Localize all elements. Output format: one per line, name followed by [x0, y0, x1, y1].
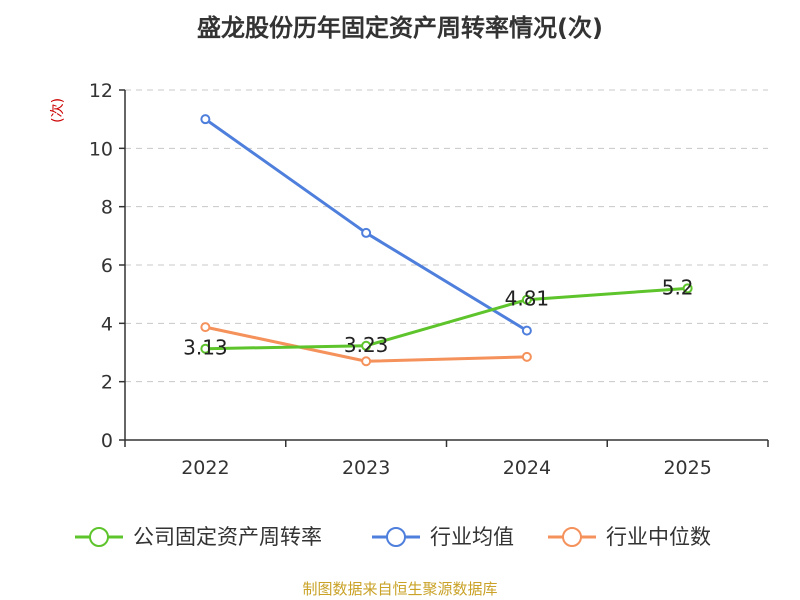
series-line [204, 117, 528, 332]
legend-marker [89, 527, 109, 547]
data-label: 4.81 [505, 287, 550, 311]
data-point [361, 340, 372, 351]
series-line [205, 286, 688, 351]
data-point [682, 283, 693, 294]
data-label: 3.23 [344, 333, 389, 357]
y-tick-label: 4 [101, 313, 113, 335]
data-label: 3.13 [183, 336, 228, 360]
y-axis-unit-label: (次) [50, 98, 66, 123]
data-point [521, 294, 532, 305]
data-point [521, 351, 532, 362]
data-point [200, 322, 211, 333]
x-tick-label: 2022 [181, 457, 229, 479]
legend-label: 行业均值 [430, 525, 514, 549]
data-point [200, 343, 211, 354]
y-tick-label: 0 [101, 430, 113, 452]
data-point [521, 325, 532, 336]
data-point [361, 227, 372, 238]
legend-label: 公司固定资产周转率 [133, 525, 322, 549]
data-point [200, 114, 211, 125]
legend-marker [386, 527, 406, 547]
y-tick-label: 12 [89, 80, 113, 102]
data-label: 5.2 [662, 275, 694, 299]
y-tick-label: 8 [101, 197, 113, 219]
legend-label: 行业中位数 [606, 525, 711, 549]
x-tick-label: 2023 [342, 457, 390, 479]
y-tick-label: 2 [101, 372, 113, 394]
y-tick-label: 10 [89, 138, 113, 160]
y-tick-label: 6 [101, 255, 113, 277]
x-tick-label: 2024 [503, 457, 551, 479]
data-point [361, 356, 372, 367]
legend-marker [562, 527, 582, 547]
x-tick-label: 2025 [663, 457, 711, 479]
chart-title: 盛龙股份历年固定资产周转率情况(次) [197, 14, 603, 42]
source-note: 制图数据来自恒生聚源数据库 [302, 580, 498, 598]
